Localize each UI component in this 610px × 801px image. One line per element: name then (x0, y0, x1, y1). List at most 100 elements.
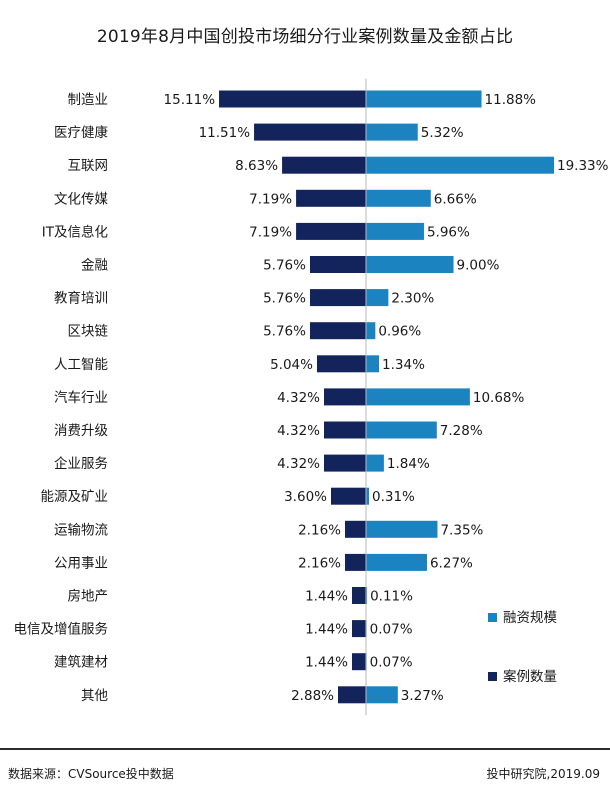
value-label-case-count: 2.16% (298, 555, 341, 571)
legend-swatch (488, 613, 497, 622)
value-label-case-count: 3.60% (284, 489, 327, 505)
value-label-financing-scale: 19.33% (557, 158, 609, 174)
bar-case-count (316, 355, 366, 373)
bar-financing-scale (366, 123, 418, 141)
value-label-financing-scale: 3.27% (401, 688, 444, 704)
value-label-financing-scale: 5.96% (427, 224, 470, 240)
category-label: 电信及增值服务 (14, 622, 109, 638)
value-label-case-count: 11.51% (199, 125, 251, 141)
bar-financing-scale (366, 222, 424, 240)
bar-financing-scale (366, 189, 431, 207)
value-label-financing-scale: 0.07% (370, 622, 413, 638)
bar-financing-scale (366, 388, 470, 406)
bar-financing-scale (366, 289, 389, 307)
bar-case-count (323, 388, 366, 406)
bar-case-count (309, 322, 366, 340)
value-label-financing-scale: 1.84% (387, 456, 430, 472)
value-label-case-count: 5.76% (263, 291, 306, 307)
value-label-case-count: 2.16% (298, 522, 341, 538)
category-label: 制造业 (68, 92, 109, 108)
bar-case-count (344, 520, 366, 538)
bar-case-count (296, 222, 366, 240)
chart-title: 2019年8月中国创投市场细分行业案例数量及金额占比 (96, 27, 514, 47)
value-label-financing-scale: 6.27% (430, 555, 473, 571)
value-label-financing-scale: 5.32% (421, 125, 464, 141)
value-label-financing-scale: 0.07% (370, 655, 413, 671)
bar-financing-scale (366, 686, 398, 704)
value-label-financing-scale: 1.34% (382, 357, 425, 373)
bar-financing-scale (366, 553, 427, 571)
footer-divider (0, 748, 610, 750)
value-label-case-count: 15.11% (164, 92, 216, 108)
bar-case-count (219, 90, 366, 108)
category-label: 医疗健康 (54, 124, 108, 141)
value-label-case-count: 4.32% (277, 390, 320, 406)
category-label: 教育培训 (54, 291, 108, 307)
value-label-case-count: 7.19% (249, 224, 292, 240)
category-label: 互联网 (68, 158, 109, 174)
bar-case-count (323, 421, 366, 439)
value-label-case-count: 1.44% (305, 655, 348, 671)
category-label: 能源及矿业 (41, 489, 109, 505)
value-label-financing-scale: 0.11% (370, 589, 413, 605)
bar-financing-scale (366, 322, 376, 340)
value-label-financing-scale: 0.96% (378, 324, 421, 340)
value-label-financing-scale: 6.66% (434, 191, 477, 207)
bar-case-count (351, 587, 366, 604)
publisher-credit: 投中研究院,2019.09 (486, 767, 600, 781)
bar-financing-scale (366, 487, 370, 505)
bar-case-count (309, 256, 366, 273)
legend-label: 案例数量 (503, 668, 557, 685)
bar-financing-scale (366, 156, 554, 174)
bar-financing-scale (366, 587, 368, 604)
bar-case-count (282, 156, 366, 174)
category-label: 区块链 (68, 324, 109, 340)
value-label-financing-scale: 11.88% (485, 92, 537, 108)
category-label: 金融 (81, 258, 108, 274)
bar-case-count (323, 454, 366, 472)
value-label-case-count: 7.19% (249, 191, 292, 207)
bar-case-count (296, 189, 366, 207)
value-label-case-count: 4.32% (277, 456, 320, 472)
bar-case-count (337, 686, 366, 704)
category-label: 企业服务 (54, 455, 108, 472)
bar-case-count (344, 553, 366, 571)
category-label: 其他 (81, 688, 108, 704)
value-label-case-count: 2.88% (291, 688, 334, 704)
value-label-case-count: 5.76% (263, 258, 306, 274)
bar-financing-scale (366, 454, 384, 472)
value-label-case-count: 4.32% (277, 423, 320, 439)
legend-label: 融资规模 (503, 610, 557, 626)
category-label: 房地产 (68, 589, 109, 605)
bar-case-count (254, 123, 366, 141)
category-label: 运输物流 (54, 522, 108, 538)
value-label-financing-scale: 7.28% (440, 423, 483, 439)
value-label-financing-scale: 0.31% (372, 489, 415, 505)
value-label-case-count: 1.44% (305, 589, 348, 605)
bar-financing-scale (366, 421, 437, 439)
category-label: 汽车行业 (54, 389, 108, 406)
data-source: 数据来源：CVSource投中数据 (8, 767, 174, 781)
bar-case-count (351, 620, 366, 638)
bar-financing-scale (366, 355, 380, 373)
category-label: IT及信息化 (42, 223, 108, 240)
value-label-case-count: 5.04% (270, 357, 313, 373)
category-label: 建筑建材 (54, 655, 108, 671)
category-label: 消费升级 (54, 423, 108, 439)
category-label: 人工智能 (54, 357, 108, 373)
bar-case-count (330, 487, 366, 505)
value-label-case-count: 5.76% (263, 324, 306, 340)
legend-swatch (488, 672, 497, 681)
value-label-case-count: 8.63% (235, 158, 278, 174)
value-label-case-count: 1.44% (305, 622, 348, 638)
value-label-financing-scale: 10.68% (473, 390, 525, 406)
category-label: 文化传媒 (54, 191, 108, 207)
bar-case-count (309, 289, 366, 307)
value-label-financing-scale: 2.30% (391, 291, 434, 307)
bar-financing-scale (366, 520, 438, 538)
bar-financing-scale (366, 90, 482, 108)
category-label: 公用事业 (54, 555, 108, 571)
bar-chart: 制造业 15.11% 11.88% 医疗健康 11.51% 5.32% 互联网 8.63% 19… (14, 78, 609, 716)
bar-case-count (351, 653, 366, 671)
value-label-financing-scale: 9.00% (457, 258, 500, 274)
